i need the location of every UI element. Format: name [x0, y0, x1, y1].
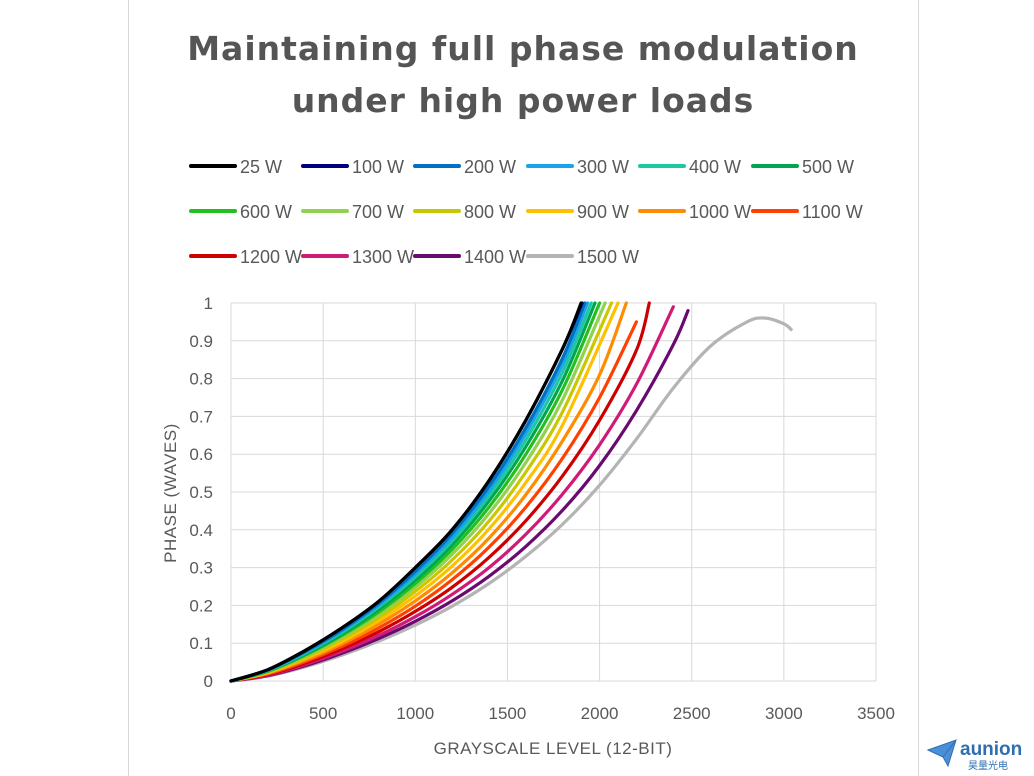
chart-title-line-2: under high power loads: [292, 81, 755, 120]
series-line-1500w: [229, 316, 793, 683]
legend-entry: 700 W: [301, 202, 404, 222]
x-tick-label: 1500: [489, 704, 527, 723]
x-tick-label: 2500: [673, 704, 711, 723]
legend-label: 900 W: [577, 202, 629, 222]
legend-label: 1500 W: [577, 247, 639, 267]
x-tick-label: 3000: [765, 704, 803, 723]
legend-entry: 1300 W: [301, 247, 414, 267]
x-axis-ticks: 0 500 1000 1500 2000 2500 3000 3500: [226, 704, 895, 723]
y-tick-label: 0.1: [189, 634, 213, 653]
legend-entry: 800 W: [413, 202, 516, 222]
series-line-25w: [229, 301, 583, 683]
legend-label: 1400 W: [464, 247, 526, 267]
logo-subtext: 昊量光电: [968, 759, 1008, 772]
legend-entry: 400 W: [638, 157, 741, 177]
legend-entry: 100 W: [301, 157, 404, 177]
x-axis-title: GRAYSCALE LEVEL (12-BIT): [434, 739, 673, 758]
legend-entry: 500 W: [751, 157, 854, 177]
y-tick-label: 0.9: [189, 332, 213, 351]
x-tick-label: 500: [309, 704, 337, 723]
legend-label: 1200 W: [240, 247, 302, 267]
x-tick-label: 2000: [581, 704, 619, 723]
legend-entry: 1500 W: [526, 247, 639, 267]
phase-chart: Maintaining full phase modulation under …: [161, 29, 895, 758]
y-axis-ticks: 0 0.1 0.2 0.3 0.4 0.5 0.6 0.7 0.8 0.9 1: [189, 294, 213, 691]
legend-label: 700 W: [352, 202, 404, 222]
legend-entry: 1100 W: [751, 202, 863, 222]
legend-entry: 900 W: [526, 202, 629, 222]
y-tick-label: 0.3: [189, 559, 213, 578]
y-tick-label: 0.8: [189, 370, 213, 389]
x-tick-label: 3500: [857, 704, 895, 723]
chart-title-line-1: Maintaining full phase modulation: [187, 29, 859, 68]
y-tick-label: 0.4: [189, 521, 213, 540]
series-line-1300w: [229, 305, 675, 683]
legend-label: 800 W: [464, 202, 516, 222]
y-tick-label: 0.2: [189, 596, 213, 615]
legend-entry: 25 W: [189, 157, 282, 177]
legend-entry: 1400 W: [413, 247, 526, 267]
y-tick-label: 0.6: [189, 445, 213, 464]
y-tick-label: 0.5: [189, 483, 213, 502]
x-tick-label: 1000: [396, 704, 434, 723]
y-tick-label: 1: [204, 294, 213, 313]
legend-label: 100 W: [352, 157, 404, 177]
legend-label: 300 W: [577, 157, 629, 177]
chart-series: [229, 301, 793, 683]
aunion-logo: aunion 昊量光电: [926, 739, 1022, 772]
chart-legend: 25 W 100 W 200 W 300 W 400 W 500 W 600 W 700 W 8…: [189, 157, 863, 267]
series-line-1400w: [229, 309, 690, 683]
legend-entry: 200 W: [413, 157, 516, 177]
legend-label: 600 W: [240, 202, 292, 222]
paper-plane-icon: [926, 739, 957, 768]
legend-label: 400 W: [689, 157, 741, 177]
chart-grid: [230, 302, 877, 682]
legend-label: 500 W: [802, 157, 854, 177]
chart-panel: Maintaining full phase modulation under …: [128, 0, 919, 776]
y-tick-label: 0: [204, 672, 213, 691]
legend-label: 1300 W: [352, 247, 414, 267]
legend-entry: 1000 W: [638, 202, 751, 222]
logo-name: aunion: [960, 739, 1022, 760]
legend-entry: 1200 W: [189, 247, 302, 267]
legend-entry: 300 W: [526, 157, 629, 177]
legend-label: 1100 W: [802, 202, 863, 222]
legend-entry: 600 W: [189, 202, 292, 222]
legend-label: 200 W: [464, 157, 516, 177]
legend-label: 1000 W: [689, 202, 751, 222]
x-tick-label: 0: [226, 704, 235, 723]
legend-label: 25 W: [240, 157, 282, 177]
y-axis-title: PHASE (WAVES): [161, 423, 180, 563]
series-line-1100w: [229, 320, 638, 683]
y-tick-label: 0.7: [189, 407, 213, 426]
